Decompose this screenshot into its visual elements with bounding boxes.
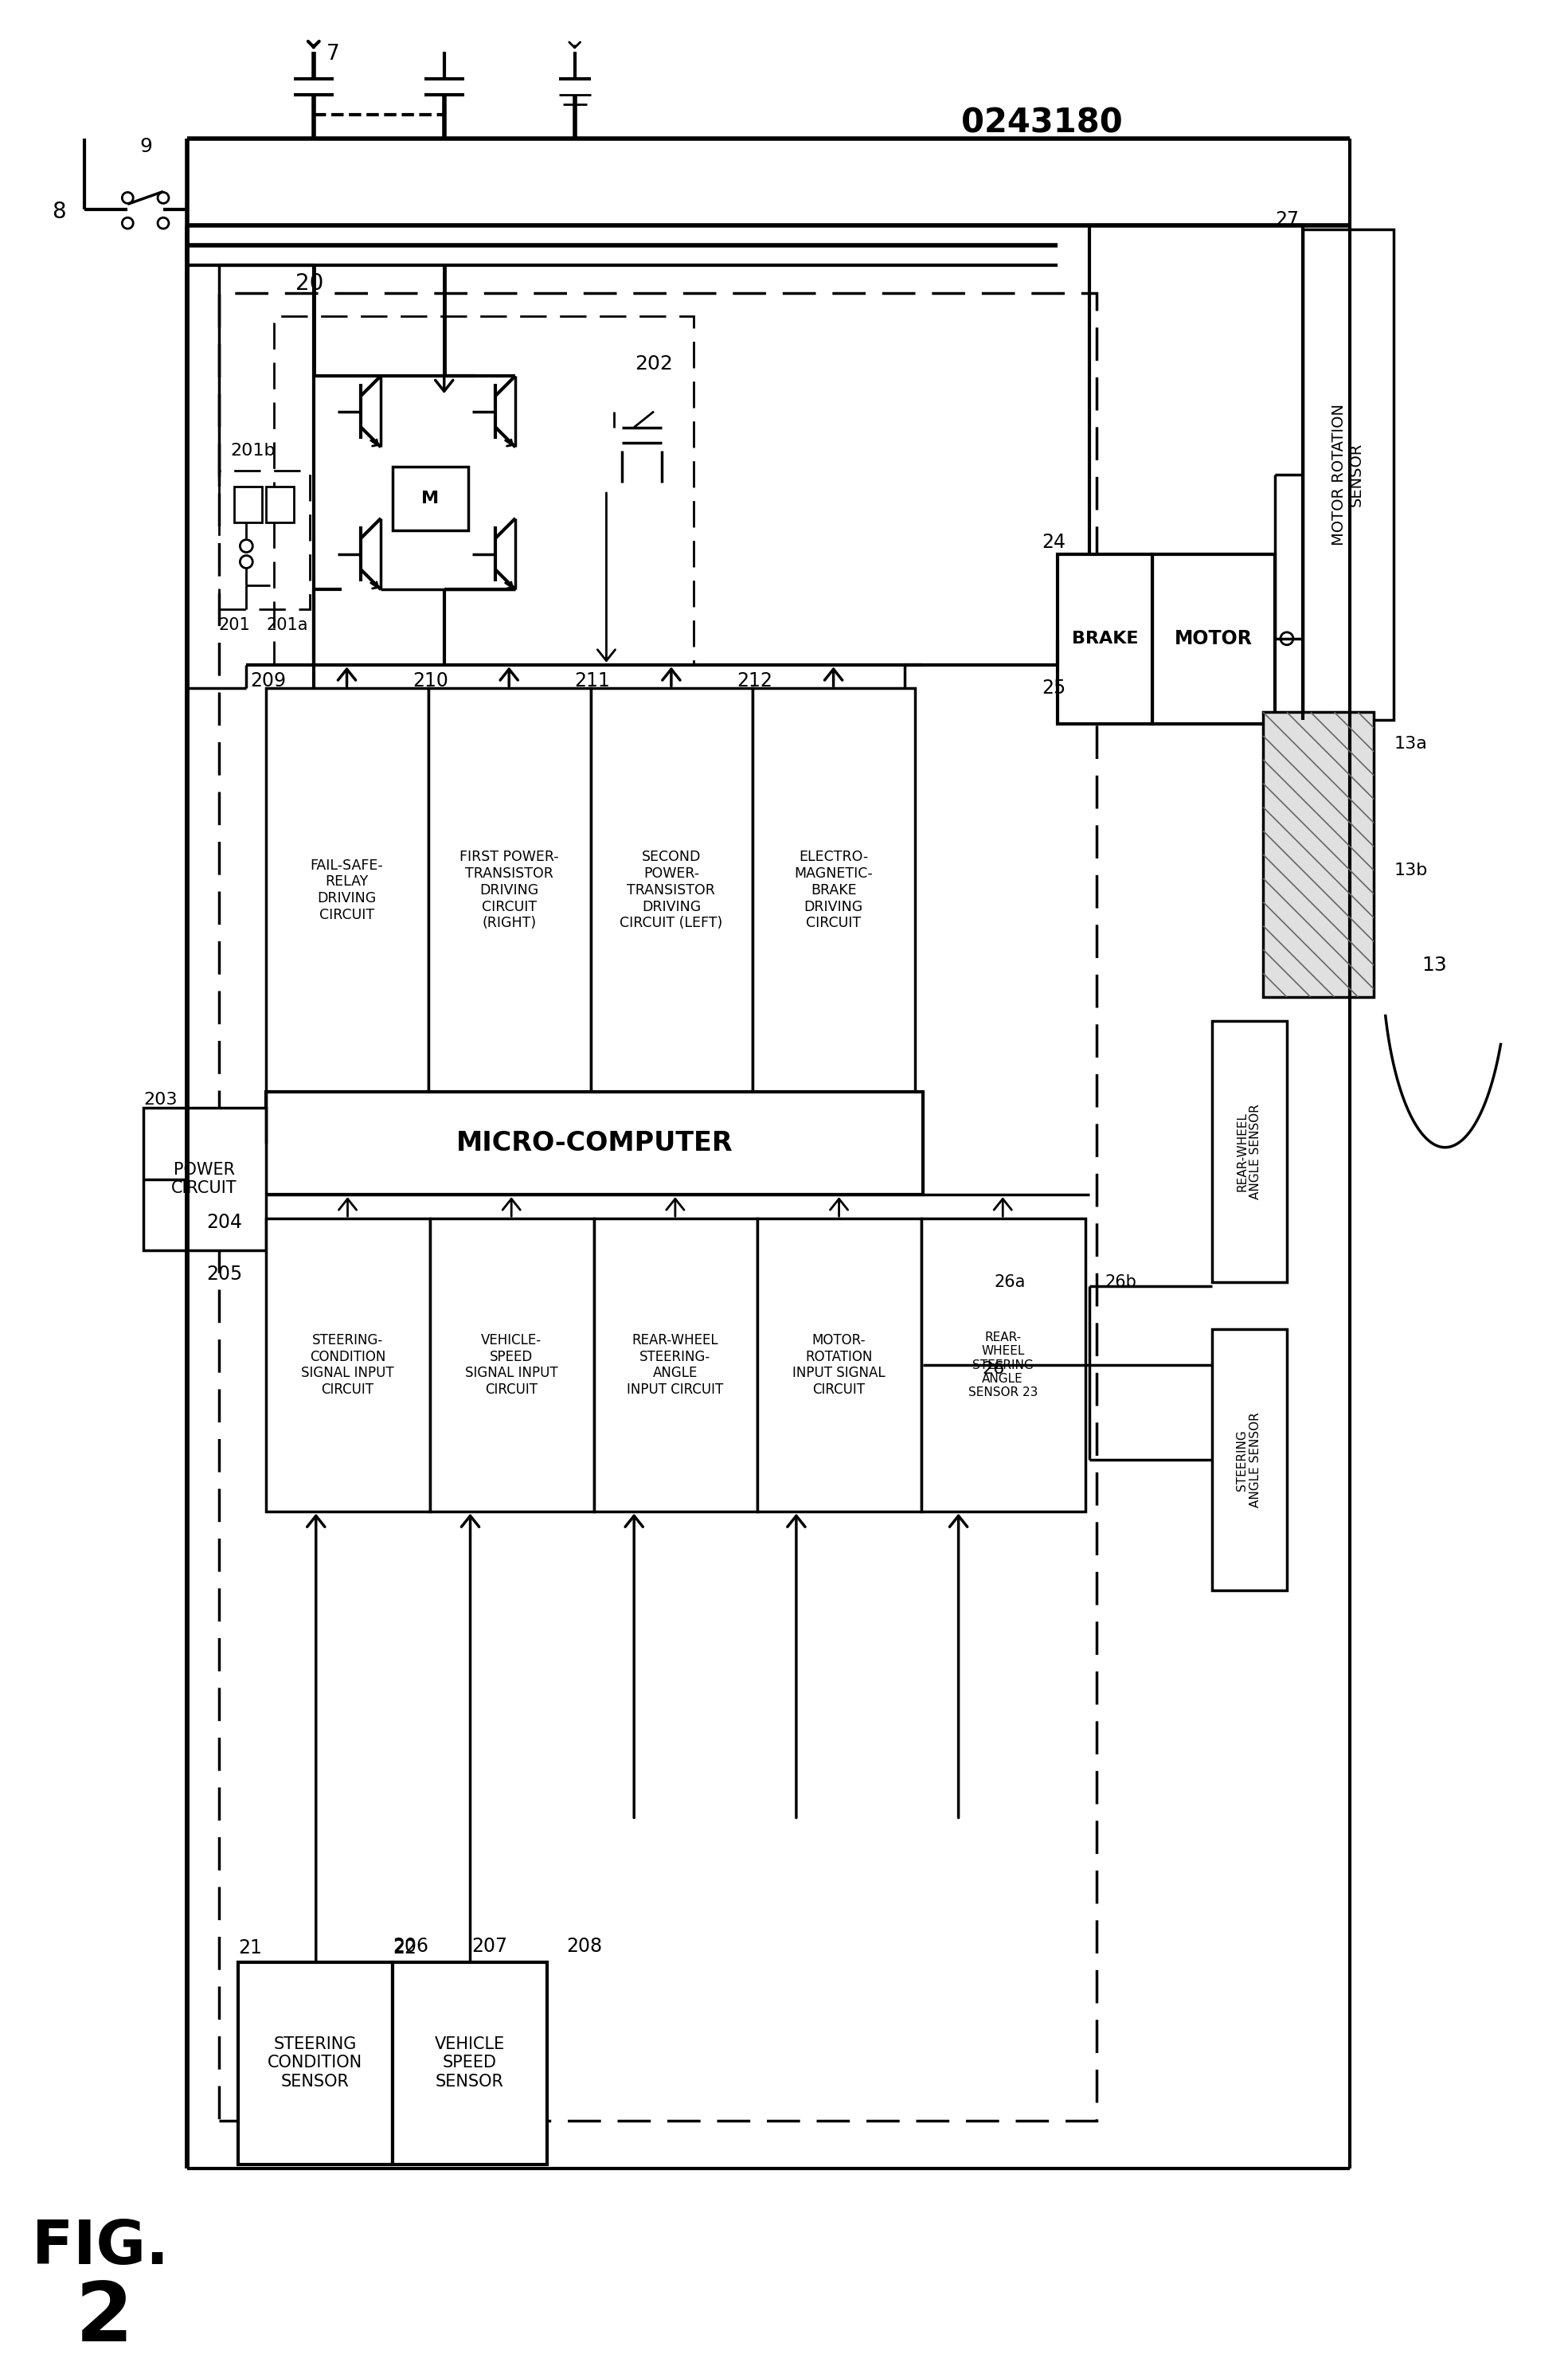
Bar [591, 689, 753, 1093]
Text: 211: 211 [575, 672, 610, 691]
Text: 201: 201 [218, 618, 251, 634]
Bar [143, 1107, 267, 1249]
Text: MOTOR-
ROTATION
INPUT SIGNAL
CIRCUIT: MOTOR- ROTATION INPUT SIGNAL CIRCUIT [792, 1332, 886, 1396]
Text: 201b: 201b [230, 442, 276, 459]
Text: MICRO-COMPUTER: MICRO-COMPUTER [456, 1131, 732, 1157]
Text: 212: 212 [737, 672, 773, 691]
Text: 21: 21 [238, 1938, 262, 1957]
Bar [428, 689, 591, 1093]
Bar [1303, 230, 1394, 719]
Text: 208: 208 [566, 1938, 602, 1957]
Text: 8: 8 [52, 201, 66, 222]
Text: 9: 9 [140, 137, 152, 156]
Bar [238, 1961, 392, 2165]
Text: 25: 25 [1041, 679, 1066, 698]
Text: 27: 27 [1275, 211, 1298, 230]
Text: REAR-WHEEL
ANGLE SENSOR: REAR-WHEEL ANGLE SENSOR [1236, 1103, 1262, 1200]
Bar [757, 1218, 922, 1512]
Text: BRAKE: BRAKE [1071, 632, 1138, 646]
Text: REAR-WHEEL
STEERING-
ANGLE
INPUT CIRCUIT: REAR-WHEEL STEERING- ANGLE INPUT CIRCUIT [627, 1332, 723, 1396]
Text: 209: 209 [251, 672, 285, 691]
Bar [267, 487, 293, 523]
Text: REAR-
WHEEL
STEERING
ANGLE
SENSOR 23: REAR- WHEEL STEERING ANGLE SENSOR 23 [967, 1332, 1038, 1398]
Bar [922, 1218, 1085, 1512]
Text: 13a: 13a [1394, 736, 1427, 752]
Text: 13: 13 [1421, 956, 1447, 975]
Bar [1152, 554, 1275, 724]
Text: 20: 20 [295, 272, 323, 293]
Text: 203: 203 [143, 1093, 177, 1107]
Text: STEERING
ANGLE SENSOR: STEERING ANGLE SENSOR [1236, 1413, 1262, 1507]
Text: VEHICLE-
SPEED
SIGNAL INPUT
CIRCUIT: VEHICLE- SPEED SIGNAL INPUT CIRCUIT [466, 1332, 558, 1396]
Text: MOTOR: MOTOR [1174, 629, 1253, 648]
Text: STEERING-
CONDITION
SIGNAL INPUT
CIRCUIT: STEERING- CONDITION SIGNAL INPUT CIRCUIT [301, 1332, 394, 1396]
Bar [392, 466, 467, 530]
Text: 26: 26 [982, 1360, 1005, 1377]
Text: STEERING
CONDITION
SENSOR: STEERING CONDITION SENSOR [268, 2037, 362, 2089]
Text: ELECTRO-
MAGNETIC-
BRAKE
DRIVING
CIRCUIT: ELECTRO- MAGNETIC- BRAKE DRIVING CIRCUIT [793, 849, 873, 930]
Text: SECOND
POWER-
TRANSISTOR
DRIVING
CIRCUIT (LEFT): SECOND POWER- TRANSISTOR DRIVING CIRCUIT… [619, 849, 723, 930]
Text: M: M [422, 490, 439, 506]
Bar [267, 1218, 430, 1512]
Bar [1264, 712, 1374, 996]
Text: 207: 207 [472, 1938, 508, 1957]
Bar [1212, 1330, 1287, 1590]
Bar [430, 1218, 594, 1512]
Bar [218, 471, 309, 610]
Bar [267, 1093, 924, 1195]
Text: 2: 2 [75, 2278, 133, 2359]
Text: FIRST POWER-
TRANSISTOR
DRIVING
CIRCUIT
(RIGHT): FIRST POWER- TRANSISTOR DRIVING CIRCUIT … [459, 849, 558, 930]
Text: 206: 206 [392, 1938, 428, 1957]
Text: 22: 22 [392, 1938, 417, 1957]
Text: 7: 7 [326, 43, 340, 64]
Text: 201a: 201a [267, 618, 307, 634]
Bar [267, 689, 428, 1093]
Text: 26b: 26b [1105, 1273, 1137, 1289]
Bar [274, 317, 693, 665]
Bar [1212, 1020, 1287, 1282]
Bar [1057, 554, 1152, 724]
Text: FAIL-SAFE-
RELAY
DRIVING
CIRCUIT: FAIL-SAFE- RELAY DRIVING CIRCUIT [310, 859, 383, 923]
Text: 202: 202 [635, 355, 673, 374]
Text: 13b: 13b [1394, 864, 1427, 878]
Text: MOTOR ROTATION
SENSOR: MOTOR ROTATION SENSOR [1331, 405, 1364, 547]
Text: 205: 205 [207, 1263, 243, 1282]
Text: FIG.: FIG. [31, 2217, 168, 2276]
Text: VEHICLE
SPEED
SENSOR: VEHICLE SPEED SENSOR [434, 2037, 505, 2089]
Text: 0243180: 0243180 [961, 106, 1123, 140]
Bar [594, 1218, 757, 1512]
Text: POWER
CIRCUIT: POWER CIRCUIT [171, 1162, 237, 1197]
Text: 26a: 26a [994, 1273, 1025, 1289]
Bar [235, 487, 262, 523]
Bar [392, 1961, 547, 2165]
Text: 210: 210 [412, 672, 448, 691]
Text: 24: 24 [1041, 532, 1065, 551]
Bar [753, 689, 916, 1093]
Text: 204: 204 [207, 1214, 243, 1233]
Bar [218, 293, 1098, 2120]
